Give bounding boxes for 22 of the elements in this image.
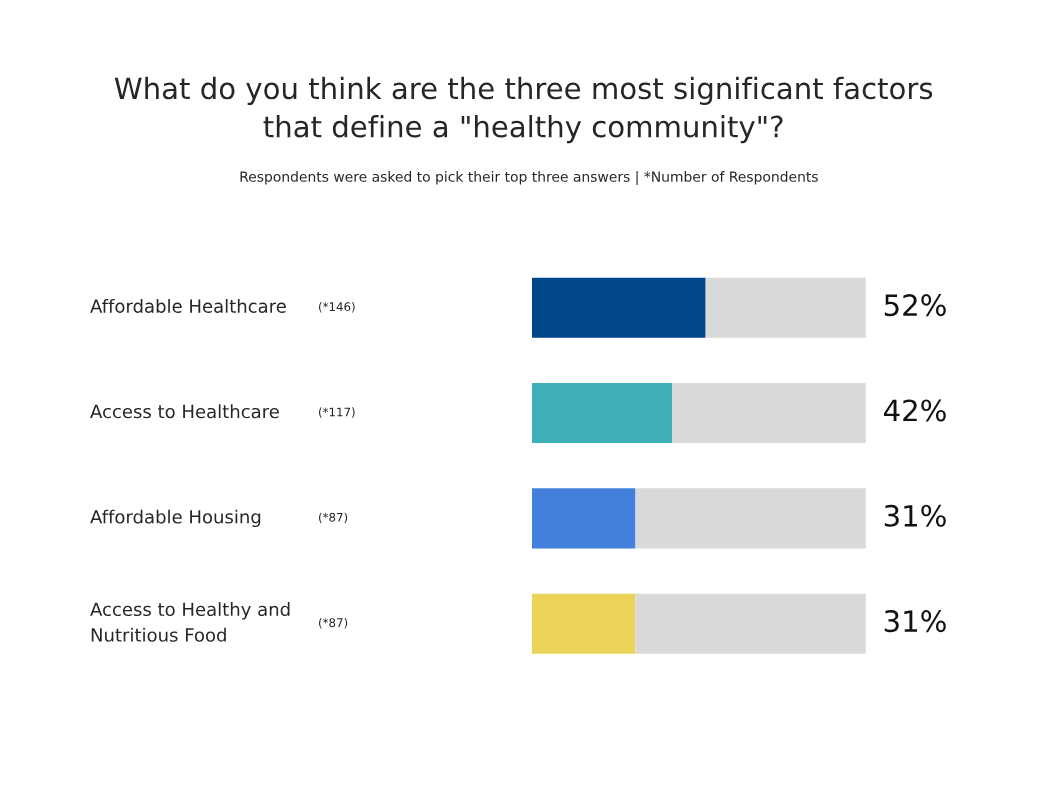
text: (*87) (319, 618, 348, 629)
chart-title: What do you think are the three most significant factors that define a "healthy community"? (114, 76, 933, 144)
bar (635, 488, 866, 549)
bar (705, 277, 866, 338)
bar (531, 488, 636, 549)
data-label: 52% (884, 294, 946, 317)
bar (531, 277, 706, 338)
y-tick-label: Access to Healthy and Nutritious Food (90, 602, 290, 642)
text: (*146) (319, 301, 355, 313)
text: (*87) (319, 512, 348, 524)
y-tick-label: Affordable Healthcare (90, 298, 286, 313)
chart-subtitle: Respondents were asked to pick their top three answers | *Number of Respondents (240, 171, 818, 185)
text: (*117) (319, 407, 355, 418)
bar (531, 593, 636, 654)
y-tick-label: Access to Healthcare (90, 404, 279, 419)
data-label: 31% (884, 504, 946, 527)
data-label: 42% (884, 399, 946, 422)
y-tick-label: Affordable Housing (90, 509, 261, 528)
data-label: 31% (884, 610, 946, 633)
bar (531, 383, 673, 444)
bar (635, 593, 866, 654)
bar (672, 383, 866, 444)
